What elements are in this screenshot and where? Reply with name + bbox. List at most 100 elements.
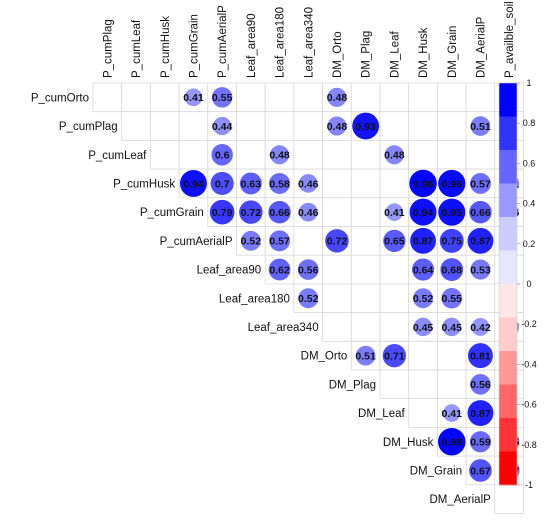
cell	[350, 283, 381, 313]
corr-value-dm-leaf-dm-grain: 0.41	[442, 408, 463, 420]
corr-circle-dm-plag-dm-aerialp	[469, 373, 492, 396]
cell	[494, 484, 524, 514]
corr-value-leaf-area90-leaf-area180: 0.62	[269, 264, 290, 276]
cell	[264, 111, 295, 141]
correlation-values: 0.41 0.55 0.48 0.44 0.48 0.93 0.51 0.6 0.48 0.48 0…	[183, 92, 519, 477]
corr-value-p-cumorto-p-cumgrain: 0.41	[183, 92, 204, 104]
corr-circle-p-cumhusk-leaf-area180	[268, 172, 291, 195]
row-label-p-cumplag: P_cumPlag	[59, 121, 118, 133]
corr-circle-p-cumleaf-leaf-area180	[269, 144, 290, 165]
cell	[293, 111, 323, 141]
cell	[436, 111, 467, 141]
col-label-dm-husk: DM_Husk	[418, 27, 430, 78]
col-label-dm-leaf: DM_Leaf	[389, 31, 401, 78]
cell	[236, 111, 266, 141]
corr-circle-leaf-area90-leaf-area340	[297, 258, 320, 281]
corr-circle-dm-orto-dm-aerialp	[467, 342, 494, 369]
colorbar-tick-label: 0.2	[523, 239, 536, 249]
corr-circle-p-cumorto-p-cumaerialp	[211, 86, 233, 109]
corr-circle-dm-orto-dm-leaf	[382, 343, 407, 368]
row-label-p-cumleaf: P_cumLeaf	[88, 150, 147, 162]
row-label-dm-grain: DM_Grain	[410, 465, 462, 477]
corr-value-p-cumhusk-dm-husk: 0.98	[413, 178, 434, 190]
corr-value-p-cumgrain-leaf-area180: 0.66	[269, 207, 290, 219]
cell	[436, 82, 467, 113]
corr-circle-p-cumhusk-dm-grain	[437, 169, 466, 198]
corr-value-p-cumleaf-leaf-area180: 0.48	[269, 150, 290, 162]
corr-value-leaf-area180-dm-grain: 0.55	[442, 293, 463, 305]
corr-circle-dm-leaf-dm-grain	[442, 403, 462, 423]
cell	[465, 139, 496, 170]
cell	[322, 254, 352, 285]
corr-circle-p-cumplag-dm-aerialp	[470, 115, 491, 137]
cell	[436, 340, 467, 371]
colorbar-tick-label: 1	[526, 78, 531, 88]
row-label-dm-plag: DM_Plag	[329, 379, 376, 391]
cell	[408, 369, 438, 400]
corr-value-leaf-area180-leaf-area340: 0.52	[298, 293, 319, 305]
corr-value-dm-husk-dm-grain: 0.98	[442, 437, 463, 449]
corr-value-p-cumleaf-dm-leaf: 0.48	[384, 150, 405, 162]
colorbar-band	[499, 83, 517, 117]
cell	[178, 139, 209, 170]
corr-value-leaf-area180-dm-husk: 0.52	[413, 293, 434, 305]
column-labels: P_cumPlag P_cumLeaf P_cumHusk P_cumGrain P_c…	[102, 1, 516, 78]
corr-circle-dm-grain-dm-aerialp	[468, 458, 493, 483]
cell	[350, 312, 381, 342]
cell	[408, 340, 438, 371]
corr-circle-leaf-area340-dm-aerialp	[470, 317, 490, 337]
cell	[149, 139, 180, 170]
corr-value-leaf-area90-dm-aerialp: 0.53	[470, 264, 491, 276]
cell	[408, 398, 438, 428]
corr-value-p-cumplag-dm-orto: 0.48	[327, 121, 348, 133]
corr-circle-leaf-area340-dm-husk	[413, 317, 433, 337]
corr-circle-p-cumaerialp-leaf-area90	[240, 230, 262, 252]
colorbar-tick-label: -1	[525, 480, 533, 490]
corr-circle-p-cumaerialp-dm-grain	[439, 228, 465, 254]
col-label-leaf-area340: Leaf_area340	[303, 7, 315, 78]
colorbar-band	[499, 451, 517, 486]
corr-circle-p-cumaerialp-dm-husk	[409, 227, 437, 255]
corr-value-leaf-area340-dm-aerialp: 0.42	[470, 322, 491, 334]
cell	[293, 139, 323, 170]
colorbar-tick-label: -0.4	[521, 359, 537, 369]
colorbar-tick-label: -0.6	[521, 400, 537, 410]
corr-circle-p-cumgrain-dm-aerialp	[468, 200, 493, 224]
corr-value-dm-leaf-dm-aerialp: 0.87	[470, 408, 491, 420]
cell	[322, 168, 352, 199]
corr-circle-leaf-area90-dm-husk	[411, 257, 435, 282]
corr-value-p-cumgrain-leaf-area90: 0.72	[241, 207, 262, 219]
corr-value-dm-orto-dm-leaf: 0.71	[384, 350, 405, 362]
corr-circle-p-cumhusk-dm-husk	[408, 169, 438, 198]
cell	[379, 111, 410, 141]
col-label-p-cumhusk: P_cumHusk	[160, 16, 172, 78]
col-label-p-availble-soil: P_availble_soil	[504, 1, 516, 78]
colorbar-band	[499, 250, 517, 285]
cell	[436, 369, 467, 400]
col-label-dm-plag: DM_Plag	[361, 31, 373, 78]
col-label-dm-aerialp: DM_AerialP	[475, 16, 487, 78]
cell	[322, 283, 352, 313]
corr-circle-p-cumhusk-leaf-area90	[239, 171, 263, 196]
row-label-dm-husk: DM_Husk	[383, 437, 434, 449]
colorbar-band	[499, 317, 517, 352]
row-label-p-cumhusk: P_cumHusk	[113, 178, 175, 190]
corr-circle-leaf-area180-leaf-area340	[297, 287, 319, 309]
corr-value-p-cumgrain-leaf-area340: 0.46	[298, 207, 319, 219]
corr-circle-p-cumaerialp-leaf-area180	[268, 229, 291, 252]
colorbar-tick-label: 0.8	[523, 118, 536, 128]
row-label-dm-leaf: DM_Leaf	[358, 408, 405, 420]
row-labels: P_cumOrto P_cumPlag P_cumLeaf P_cumHusk P_cu…	[31, 92, 491, 506]
corr-circle-p-cumaerialp-dm-leaf	[382, 229, 407, 253]
corr-circle-p-cumorto-dm-orto	[326, 87, 348, 108]
corr-value-dm-orto-dm-aerialp: 0.81	[470, 350, 491, 362]
corr-circle-p-cumplag-dm-orto	[326, 115, 348, 137]
corr-value-leaf-area90-dm-grain: 0.68	[442, 264, 463, 276]
corr-value-leaf-area340-dm-grain: 0.45	[442, 322, 463, 334]
corr-value-p-cumplag-dm-aerialp: 0.51	[470, 121, 491, 133]
cell	[350, 139, 381, 170]
corr-circle-p-cumgrain-leaf-area340	[298, 202, 319, 223]
corr-value-dm-husk-dm-aerialp: 0.59	[470, 437, 491, 449]
row-label-leaf-area90: Leaf_area90	[197, 265, 262, 277]
cell	[379, 283, 410, 313]
